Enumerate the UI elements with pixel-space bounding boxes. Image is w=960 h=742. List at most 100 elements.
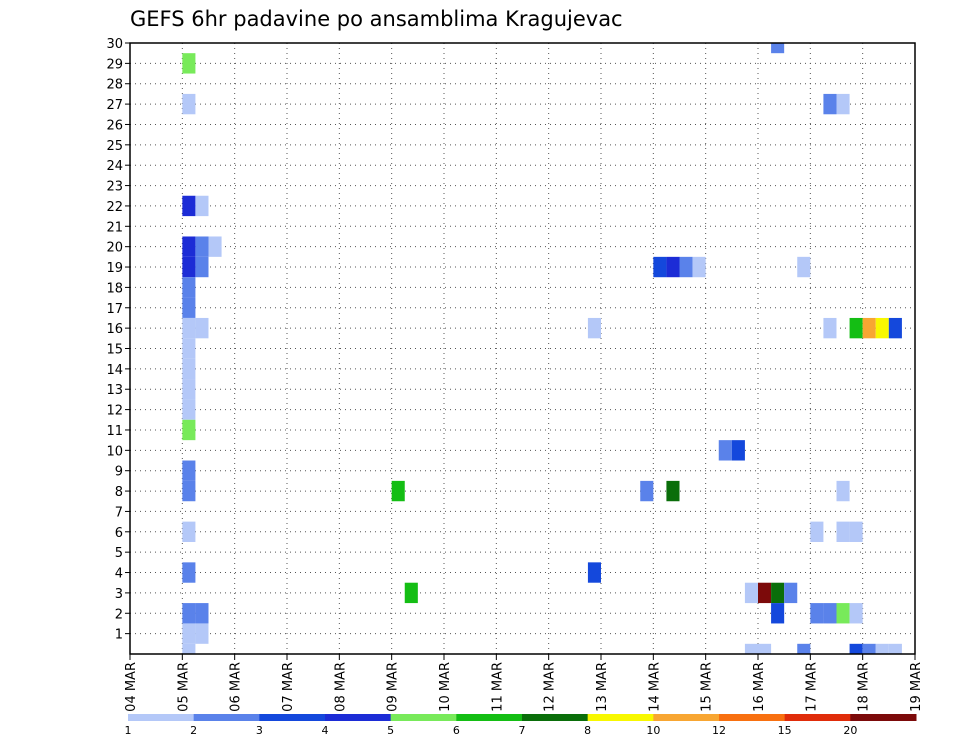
precip-cell: [182, 53, 196, 74]
legend-label: 20: [843, 724, 857, 737]
y-tick-label: 4: [115, 567, 123, 582]
y-tick-label: 26: [106, 118, 123, 133]
precip-cell: [849, 643, 863, 654]
precip-cell: [836, 603, 850, 624]
precip-cell: [195, 623, 209, 644]
legend-label: 8: [584, 724, 591, 737]
precip-cell: [182, 603, 196, 624]
y-tick-label: 9: [115, 465, 123, 480]
precip-cell: [875, 643, 889, 654]
precip-cell: [744, 582, 758, 604]
y-tick-label: 27: [106, 98, 123, 113]
precip-cell: [182, 419, 196, 441]
precip-cell: [758, 643, 772, 654]
y-tick-label: 22: [106, 200, 123, 215]
y-tick-label: 24: [106, 159, 123, 174]
y-tick-label: 23: [106, 180, 123, 195]
precip-cell: [182, 460, 196, 481]
precip-cell: [195, 236, 209, 257]
precip-cell: [182, 256, 196, 278]
legend-swatch: [522, 714, 589, 721]
precip-cell: [810, 521, 824, 542]
plot-frame: [129, 42, 916, 655]
x-tick-label: 18 MAR: [857, 662, 872, 712]
precip-cell: [875, 317, 889, 339]
precip-cell: [888, 317, 902, 339]
precip-cell: [758, 582, 772, 604]
x-tick-label: 09 MAR: [386, 662, 401, 712]
precip-cell: [771, 43, 785, 54]
precip-cell: [182, 317, 196, 339]
precip-cell: [640, 480, 654, 502]
precip-cell: [653, 256, 667, 278]
precip-cell: [862, 643, 876, 654]
precip-cell: [182, 236, 196, 257]
x-tick-label: 13 MAR: [595, 662, 610, 712]
legend-label: 1: [125, 724, 132, 737]
legend-swatch: [784, 714, 851, 721]
precipitation-cells: [182, 43, 902, 654]
precip-cell: [195, 317, 209, 339]
precip-cell: [182, 643, 196, 654]
precip-cell: [692, 256, 706, 278]
precip-cell: [836, 521, 850, 542]
legend-label: 3: [256, 724, 263, 737]
y-tick-label: 2: [115, 607, 123, 622]
legend-swatch: [850, 714, 917, 721]
y-tick-label: 5: [115, 546, 123, 561]
y-tick-label: 21: [106, 220, 123, 235]
precip-cell: [823, 317, 837, 339]
precip-cell: [849, 521, 863, 542]
y-tick-label: 10: [106, 444, 123, 459]
legend-label: 10: [646, 724, 660, 737]
precip-cell: [862, 317, 876, 339]
legend-label: 6: [453, 724, 460, 737]
grid-lines: [130, 42, 915, 654]
y-tick-label: 16: [106, 322, 123, 337]
x-tick-label: 07 MAR: [281, 662, 296, 712]
chart-title: GEFS 6hr padavine po ansamblima Kragujev…: [130, 7, 623, 31]
precip-cell: [587, 317, 601, 339]
y-tick-label: 28: [106, 78, 123, 93]
precip-cell: [182, 521, 196, 542]
precip-cell: [195, 256, 209, 278]
y-tick-label: 1: [115, 628, 123, 643]
y-axis-ticks: 1234567891011121314151617181920212223242…: [106, 37, 130, 643]
y-tick-label: 6: [115, 526, 123, 541]
precip-cell: [182, 623, 196, 644]
precip-cell: [182, 358, 196, 380]
legend-swatch: [653, 714, 720, 721]
x-tick-label: 10 MAR: [438, 662, 453, 712]
y-tick-label: 8: [115, 485, 123, 500]
y-tick-label: 25: [106, 139, 123, 154]
precip-cell: [666, 256, 680, 278]
precip-cell: [810, 603, 824, 624]
precip-cell: [784, 582, 798, 604]
precip-cell: [666, 480, 680, 502]
legend-swatch: [193, 714, 260, 721]
legend-label: 2: [190, 724, 197, 737]
precip-cell: [182, 338, 196, 359]
precip-cell: [797, 643, 811, 654]
legend-swatch: [456, 714, 523, 721]
precip-cell: [182, 562, 196, 583]
x-tick-label: 04 MAR: [124, 662, 139, 712]
y-tick-label: 19: [106, 261, 123, 276]
precip-cell: [404, 582, 418, 604]
x-tick-label: 06 MAR: [229, 662, 244, 712]
precip-cell: [679, 256, 693, 278]
precip-cell: [823, 603, 837, 624]
precip-cell: [744, 643, 758, 654]
precip-cell: [182, 480, 196, 502]
precip-cell: [836, 93, 850, 115]
precip-cell: [771, 582, 785, 604]
legend-label: 15: [778, 724, 792, 737]
precip-cell: [391, 480, 405, 502]
y-tick-label: 20: [106, 241, 123, 256]
precip-cell: [182, 195, 196, 217]
y-tick-label: 17: [106, 302, 123, 317]
precip-cell: [849, 317, 863, 339]
legend-swatch: [587, 714, 654, 721]
x-tick-label: 14 MAR: [647, 662, 662, 712]
